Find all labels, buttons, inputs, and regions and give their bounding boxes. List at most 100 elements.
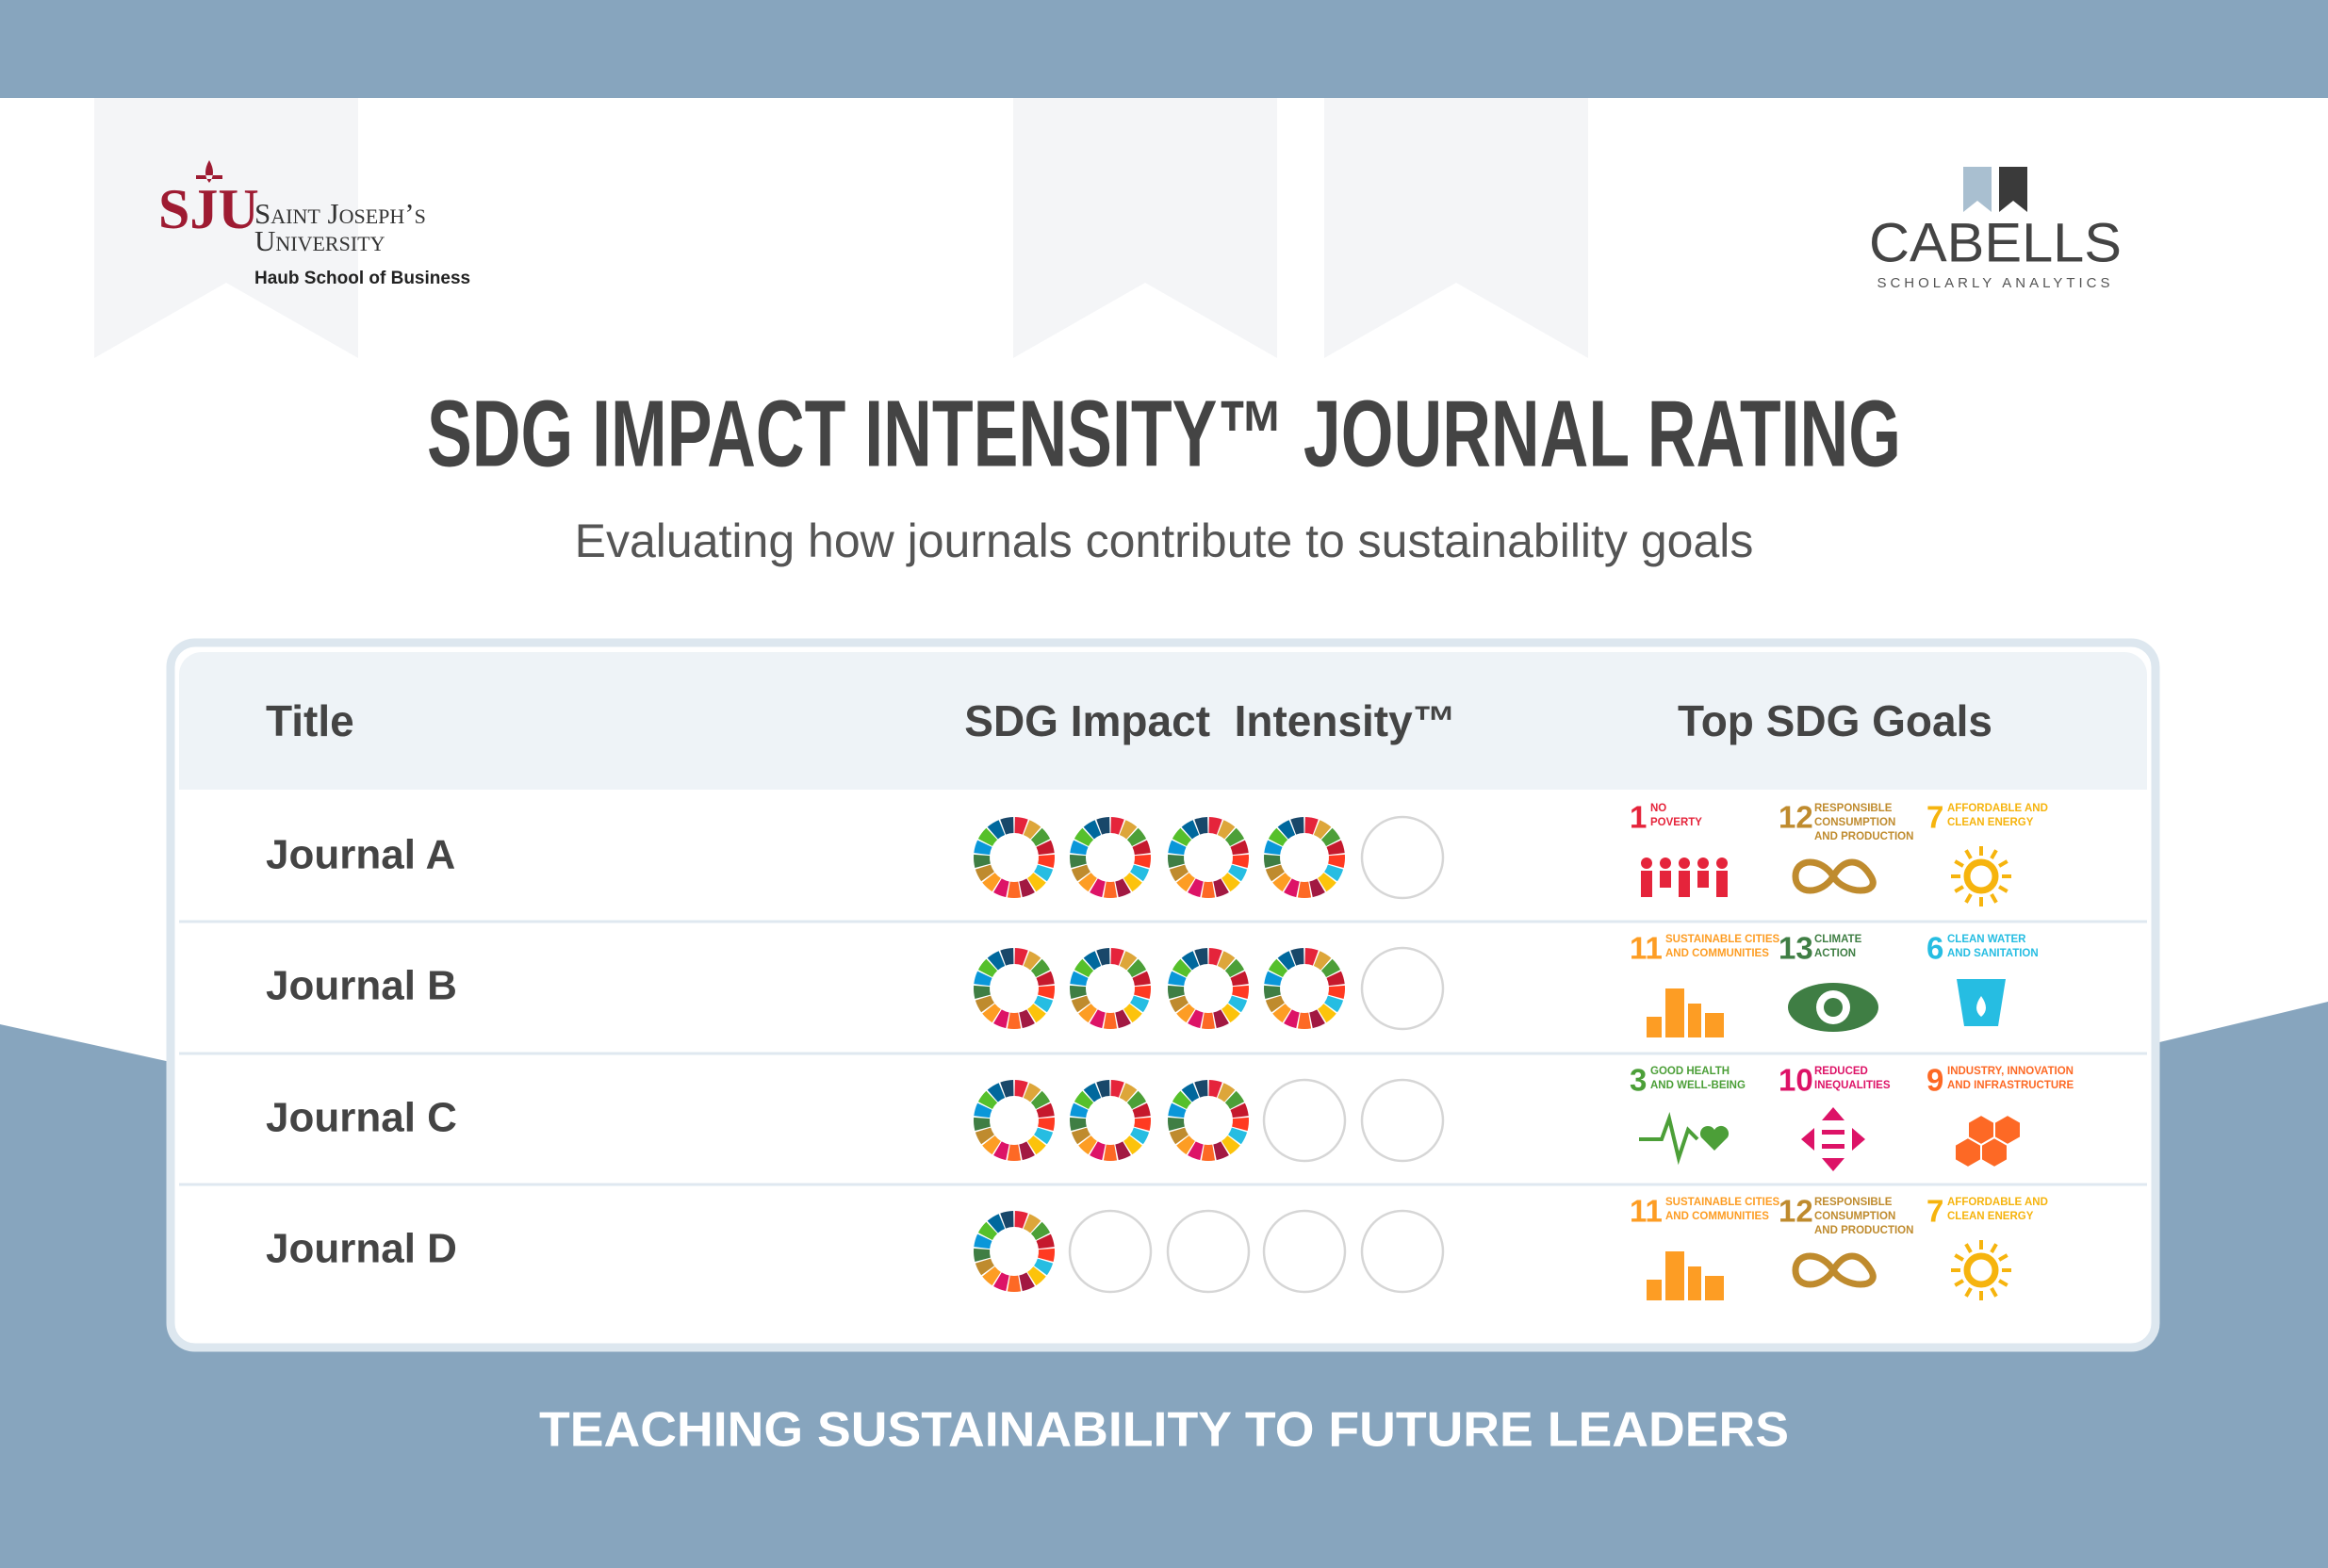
wheel-segment — [1230, 971, 1249, 987]
goal-label: CLEAN ENERGY — [1947, 1211, 2034, 1222]
table-row: Journal B 11 SUSTAINABLE CITIES AND COMMUNI… — [179, 920, 2147, 1037]
sdg-goal: 1 NO POVERTY — [1630, 800, 1728, 897]
wheel-segment — [977, 1221, 998, 1240]
goal-label: AFFORDABLE AND — [1947, 1197, 2048, 1208]
rating-wheel-empty — [1360, 946, 1445, 1031]
rating-wheel-empty — [1262, 1078, 1347, 1163]
goal-number: 11 — [1630, 1194, 1663, 1229]
wheel-segment — [1272, 873, 1291, 892]
goal-pictogram — [1679, 858, 1690, 869]
goal-label: POVERTY — [1650, 817, 1702, 828]
wheel-segment — [1038, 985, 1056, 999]
goal-label: SUSTAINABLE CITIES — [1665, 934, 1780, 945]
wheel-segment — [977, 958, 998, 977]
goal-number: 10 — [1779, 1063, 1813, 1098]
rating-wheel-filled — [1167, 948, 1250, 1030]
wheel-segment — [1213, 878, 1229, 898]
goal-pictogram — [1705, 1276, 1724, 1300]
wheel-segment — [1228, 1127, 1248, 1145]
wheel-segment — [1176, 1004, 1195, 1023]
logo-emblem — [196, 160, 222, 183]
table-row: Journal A 1 NO POVERTY 12 RESPONSIBLE CONSUMPT… — [266, 800, 2048, 906]
goal-label: CLEAN WATER — [1947, 934, 2026, 945]
goal-label: AND SANITATION — [1947, 948, 2039, 959]
wheel-segment — [1019, 878, 1035, 898]
wheel-segment — [987, 1214, 1006, 1233]
journal-title: Journal D — [266, 1226, 457, 1272]
wheel-segment — [1014, 1211, 1028, 1229]
rating-wheels — [973, 946, 1445, 1031]
goal-pictogram — [1792, 858, 1877, 894]
wheel-segment — [973, 1248, 991, 1262]
rating-wheels — [973, 1209, 1445, 1294]
goal-pictogram — [1990, 1287, 1998, 1298]
wheel-segment — [1103, 881, 1118, 899]
wheel-segment — [1326, 971, 1345, 987]
sdg-goal: 11 SUSTAINABLE CITIES AND COMMUNITIES — [1630, 931, 1780, 1037]
goal-label: RESPONSIBLE — [1814, 1197, 1893, 1208]
goal-number: 13 — [1779, 931, 1813, 966]
wheel-segment — [1119, 1083, 1138, 1102]
goal-pictogram — [1822, 1144, 1844, 1149]
rating-wheel-filled — [973, 817, 1056, 899]
wheel-segment — [1320, 958, 1341, 977]
wheel-segment — [1188, 1009, 1204, 1029]
goal-label: REDUCED — [1814, 1066, 1868, 1077]
goal-pictogram — [1647, 1280, 1662, 1300]
wheel-segment — [1309, 1009, 1325, 1029]
wheel-segment — [1078, 1004, 1097, 1023]
sdg-goal: 11 SUSTAINABLE CITIES AND COMMUNITIES — [1630, 1194, 1780, 1300]
wheel-segment — [977, 1090, 998, 1109]
goal-pictogram — [1705, 1013, 1724, 1037]
wheel-segment — [1284, 878, 1300, 898]
wheel-segment — [1230, 840, 1249, 856]
wheel-segment — [987, 820, 1006, 840]
goal-label: INDUSTRY, INNOVATION — [1947, 1066, 2074, 1077]
goal-label: ACTION — [1814, 948, 1856, 959]
wheel-segment — [975, 1127, 994, 1145]
wheel-segment — [1130, 1127, 1150, 1145]
goal-label: RESPONSIBLE — [1814, 803, 1893, 814]
wheel-segment — [1130, 864, 1150, 882]
column-header: SDG Impact Intensity™ — [964, 696, 1455, 745]
goal-number: 3 — [1630, 1063, 1647, 1098]
goal-pictogram — [1954, 1279, 1964, 1287]
wheel-segment — [1071, 864, 1090, 882]
wheel-segment — [1194, 817, 1208, 835]
wheel-segment — [1213, 1009, 1229, 1029]
sdg-goal: 6 CLEAN WATER AND SANITATION — [1926, 931, 2039, 1026]
wheel-segment — [1034, 995, 1054, 1013]
wheel-segment — [1263, 985, 1281, 999]
wheel-segment — [974, 1102, 992, 1119]
wheel-segment — [1071, 995, 1090, 1013]
rating-wheel-filled — [1167, 1080, 1250, 1162]
logo-bookmark — [1999, 167, 2027, 212]
wheel-segment — [1208, 1080, 1222, 1098]
wheel-segment — [1030, 1090, 1051, 1109]
wheel-segment — [1167, 854, 1185, 868]
wheel-segment — [1268, 958, 1288, 977]
wheel-segment — [1224, 827, 1245, 846]
goal-number: 6 — [1926, 931, 1943, 966]
logo-bookmark — [1963, 167, 1992, 212]
wheel-segment — [1096, 948, 1110, 966]
wheel-segment — [1036, 840, 1055, 856]
wheel-segment — [1284, 1009, 1300, 1029]
goal-pictogram — [1697, 871, 1709, 888]
wheel-segment — [1007, 1012, 1022, 1030]
wheel-segment — [1036, 971, 1055, 987]
wheel-segment — [1119, 820, 1138, 840]
sdg-goal: 9 INDUSTRY, INNOVATION AND INFRASTRUCTURE — [1926, 1063, 2074, 1169]
wheel-segment — [1221, 1004, 1240, 1023]
wheel-segment — [1176, 1135, 1195, 1155]
goal-pictogram — [1688, 1004, 1701, 1037]
wheel-segment — [1078, 1135, 1097, 1155]
wheel-segment — [1194, 948, 1208, 966]
wheel-segment — [1126, 827, 1147, 846]
wheel-segment — [1070, 971, 1089, 987]
wheel-segment — [1181, 820, 1200, 840]
rating-wheels — [973, 815, 1445, 900]
wheel-segment — [1167, 1117, 1185, 1131]
wheel-segment — [1176, 873, 1195, 892]
